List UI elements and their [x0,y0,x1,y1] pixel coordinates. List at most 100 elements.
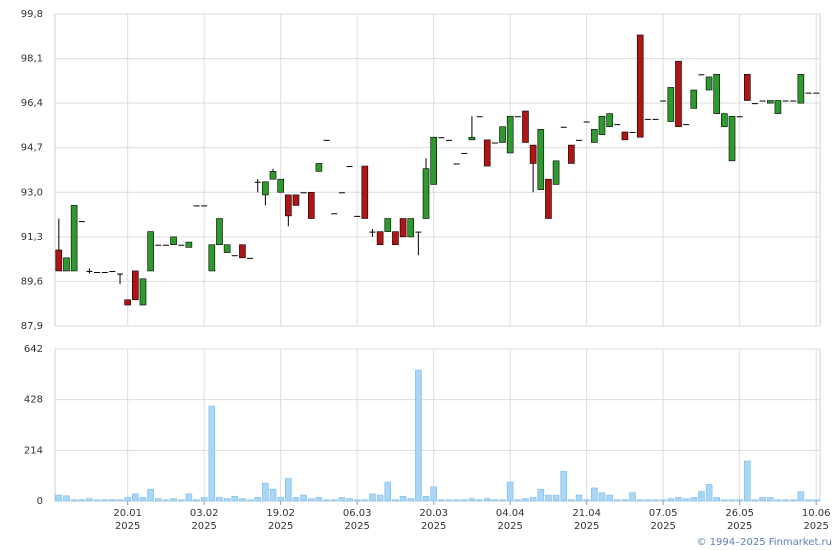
candle-body [506,115,514,154]
candle-body [537,129,545,190]
candle-body [614,124,621,126]
volume-bar [652,499,659,502]
candle-body [774,100,782,114]
volume-bar [522,498,529,502]
y-tick-label: 87,9 [21,321,43,332]
volume-bar [560,471,568,502]
candle-body [514,116,521,118]
volume-bar [537,488,545,502]
volume-bar [667,498,675,502]
candle-body [560,126,567,128]
x-tick-label: 2025 [344,521,369,532]
volume-bar [277,497,284,502]
candle-body [392,231,399,246]
candle-body [193,205,200,207]
candle-body [354,215,361,217]
candle-body [713,74,721,114]
volume-bar [101,499,109,502]
volume-bar [782,499,789,502]
volume-bar [766,497,774,502]
candle-body [491,142,498,144]
candle-body [483,139,491,167]
candle-body [468,136,476,141]
candle-body [430,136,437,185]
candle-body [170,236,177,246]
volume-bar [751,499,759,502]
volume-bar [774,499,782,502]
candle-body [660,100,667,102]
x-tick-label: 2025 [650,521,675,532]
candle-body [790,100,797,102]
volume-bar [499,499,506,502]
price-panel [54,13,821,327]
y-tick-label: 99,8 [21,9,43,20]
candle-body [101,271,108,273]
x-tick-label: 2025 [727,521,752,532]
volume-bar [239,498,246,502]
candle-body [698,74,705,76]
volume-bar [93,499,101,502]
volume-bar [307,498,315,502]
candle-body [644,118,651,120]
candle-body [576,139,583,141]
x-tick-label: 03.02 [190,508,219,519]
volume-bar [613,499,621,502]
candle-body [728,115,736,162]
volume-bar [200,497,208,502]
candle-body [736,116,743,118]
volume-bar [698,491,705,502]
volume-bar [415,369,422,502]
candle-body [277,178,284,193]
volume-bar [606,494,613,502]
candle-body [231,255,238,257]
candle-body [178,244,185,246]
candle-body [147,231,154,272]
volume-bar [78,499,86,502]
volume-bar [721,499,728,502]
candle-body [782,100,789,102]
candle-body [262,181,269,196]
volume-bar [55,494,63,502]
y-tick-label: 94,7 [21,143,43,154]
candle-body [109,270,116,272]
y-tick-label: 89,6 [21,276,43,287]
candle-body [461,152,468,154]
volume-bar [315,497,323,502]
candle-body [545,178,552,219]
candle-body [307,191,315,219]
y-tick-label: 98,1 [21,54,43,65]
candle-body [552,160,560,185]
candle-body [690,89,698,109]
x-tick-label: 2025 [191,521,216,532]
volume-bar [70,499,78,502]
volume-bar [323,499,330,502]
volume-bar [216,497,223,502]
volume-bar [399,495,407,502]
volume-bar [346,498,353,502]
volume-bar [636,499,644,502]
volume-bar [193,499,200,502]
candle-body [766,100,774,104]
volume-tick-label: 428 [24,395,43,406]
candle-body [315,163,323,172]
volume-bar [812,499,820,502]
candle-body [675,60,682,128]
volume-bar [392,499,399,502]
volume-bar [575,494,583,502]
candle-body [813,92,820,94]
candle-body [162,244,169,246]
candle-body [63,257,70,272]
candle-body [805,92,812,94]
volume-bar [86,498,93,502]
volume-bar [514,499,522,502]
candle-body [598,115,606,135]
candle-body [132,270,139,301]
x-tick-label: 20.01 [113,508,142,519]
candle-body [683,124,690,126]
volume-tick-label: 642 [24,344,43,355]
candle-body [185,241,193,248]
candle-body [591,129,598,143]
volume-bar [805,499,812,502]
volume-bar [460,499,468,502]
